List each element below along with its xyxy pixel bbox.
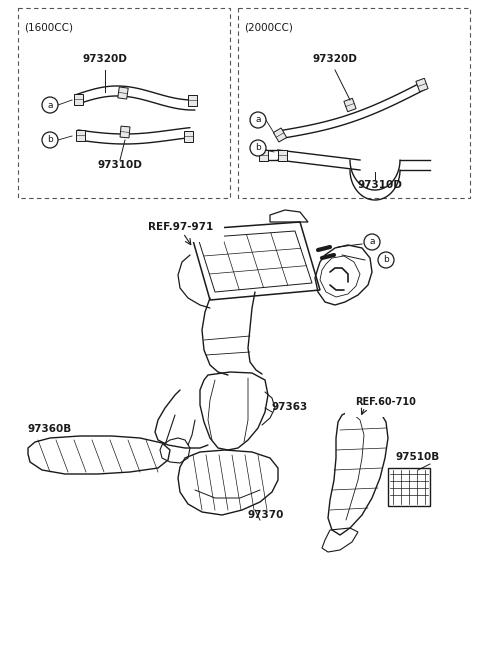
Circle shape	[378, 252, 394, 268]
Text: 97370: 97370	[248, 510, 284, 520]
Text: a: a	[47, 100, 53, 110]
Bar	[183, 131, 192, 142]
Bar	[277, 150, 287, 161]
Text: a: a	[369, 237, 375, 247]
Text: 97310D: 97310D	[358, 180, 402, 190]
Bar	[118, 87, 128, 99]
Text: REF.60-710: REF.60-710	[355, 397, 416, 407]
Text: REF.97-971: REF.97-971	[148, 222, 213, 232]
Bar	[120, 126, 130, 138]
Bar	[259, 150, 267, 161]
Text: b: b	[47, 136, 53, 144]
Text: b: b	[383, 255, 389, 264]
Bar	[18, 8, 230, 198]
Bar	[344, 98, 356, 112]
Bar	[416, 78, 428, 92]
Circle shape	[42, 132, 58, 148]
Text: 97320D: 97320D	[83, 54, 127, 64]
Text: a: a	[255, 115, 261, 125]
Bar	[73, 94, 83, 104]
Bar	[188, 94, 196, 106]
Text: 97363: 97363	[272, 402, 308, 412]
Bar	[75, 129, 84, 140]
Text: 97310D: 97310D	[97, 160, 143, 170]
Text: 97320D: 97320D	[312, 54, 358, 64]
Text: (2000CC): (2000CC)	[244, 22, 293, 32]
Text: b: b	[255, 144, 261, 152]
Bar	[238, 8, 470, 198]
Bar	[273, 128, 287, 142]
Text: 97510B: 97510B	[395, 452, 439, 462]
Text: (1600CC): (1600CC)	[24, 22, 73, 32]
Circle shape	[250, 112, 266, 128]
Circle shape	[42, 97, 58, 113]
Circle shape	[364, 234, 380, 250]
Circle shape	[250, 140, 266, 156]
Text: 97360B: 97360B	[28, 424, 72, 434]
